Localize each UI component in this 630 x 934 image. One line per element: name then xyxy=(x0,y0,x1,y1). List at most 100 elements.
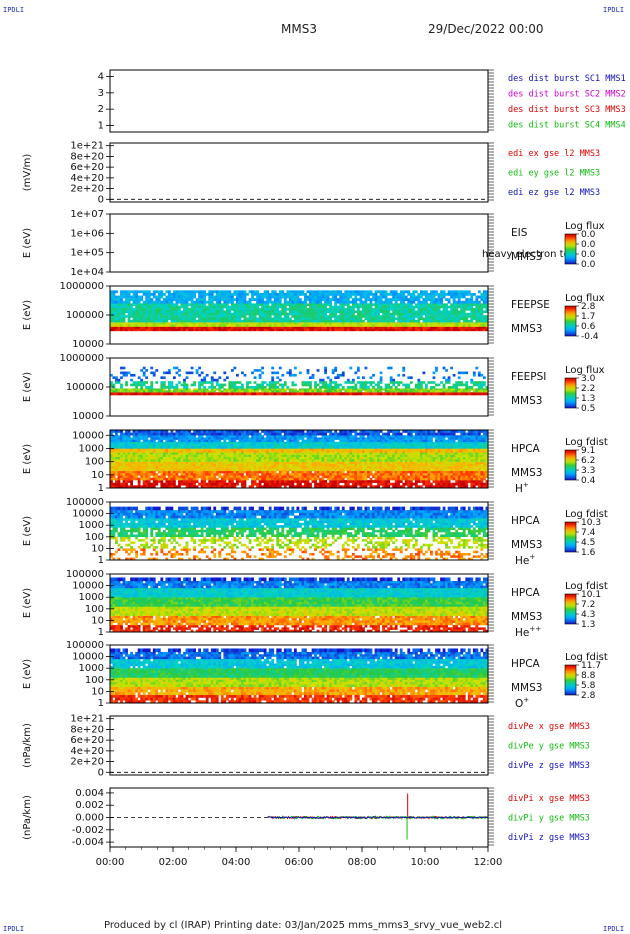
spectrogram-cell xyxy=(362,388,365,391)
spectrogram-cell xyxy=(397,328,401,332)
spectrogram-cell xyxy=(450,466,454,469)
spectrogram-cell xyxy=(278,295,282,299)
spectrogram-cell xyxy=(198,308,202,311)
spectrogram-cell xyxy=(225,324,229,327)
spectrogram-cell xyxy=(417,295,421,299)
spectrogram-cell xyxy=(208,386,212,389)
spectrogram-cell xyxy=(178,373,181,377)
spectrogram-cell xyxy=(286,292,290,296)
spectrogram-cell xyxy=(200,312,204,316)
spectrogram-cell xyxy=(457,473,461,476)
spectrogram-cell xyxy=(145,473,149,476)
spectrogram-cell xyxy=(397,319,401,323)
legend-entry: des dist burst SC4 MMS4 xyxy=(508,120,626,130)
spectrogram-cell xyxy=(339,466,343,469)
spectrogram-cell xyxy=(324,468,328,472)
spectrogram-cell xyxy=(336,468,340,472)
spectrogram-cell xyxy=(162,322,166,325)
spectrogram-cell xyxy=(213,312,217,316)
spectrogram-cell xyxy=(455,386,459,389)
spectrogram-cell xyxy=(125,475,128,478)
spectrogram-cell xyxy=(183,326,186,329)
spectrogram-cell xyxy=(319,386,322,389)
spectrogram-cell xyxy=(480,303,484,306)
spectrogram-cell xyxy=(427,466,431,469)
spectrogram-cell xyxy=(334,326,338,329)
spectrogram-cell xyxy=(140,315,144,318)
spectrogram-cell xyxy=(389,477,393,481)
spectrogram-cell xyxy=(306,312,310,316)
spectrogram-cell xyxy=(230,328,234,332)
spectrogram-cell xyxy=(384,326,388,329)
spectrogram-cell xyxy=(301,312,305,316)
spectrogram-cell xyxy=(382,324,385,327)
spectrogram-cell xyxy=(442,295,446,299)
spectrogram-cell xyxy=(112,475,116,478)
spectrogram-cell xyxy=(301,328,305,332)
spectrogram-cell xyxy=(193,392,196,396)
spectrogram-cell xyxy=(402,317,406,321)
spectrogram-cell xyxy=(175,292,179,296)
spectrogram-cell xyxy=(354,298,358,301)
spectrogram-cell xyxy=(351,300,355,304)
spectrogram-cell xyxy=(331,475,335,478)
spectrogram-cell xyxy=(346,295,350,299)
spectrogram-cell xyxy=(480,322,484,325)
spectrogram-cell xyxy=(233,366,237,370)
spectrogram-cell xyxy=(384,383,388,387)
spectrogram-cell xyxy=(258,303,262,306)
spectrogram-cell xyxy=(283,482,287,486)
spectrogram-cell xyxy=(233,383,237,387)
spectrogram-cell xyxy=(465,303,469,306)
spectrogram-cell xyxy=(367,466,370,469)
spectrogram-cell xyxy=(195,468,199,472)
spectrogram-cell xyxy=(223,485,227,489)
spectrogram-cell xyxy=(359,381,363,384)
spectrogram-cell xyxy=(261,298,265,301)
spectrogram-cell xyxy=(465,485,469,489)
spectrogram-cell xyxy=(238,386,242,389)
spectrogram-cell xyxy=(195,485,199,489)
spectrogram-cell xyxy=(367,326,370,329)
spectrogram-cell xyxy=(457,463,461,467)
spectrogram-cell xyxy=(472,473,476,476)
spectrogram-cell xyxy=(281,480,285,483)
spectrogram-cell xyxy=(455,473,459,476)
spectrogram-cell xyxy=(281,482,285,486)
spectrogram-cell xyxy=(152,295,156,299)
spectrogram-cell xyxy=(414,470,418,474)
spectrogram-cell xyxy=(362,295,365,299)
spectrogram-cell xyxy=(228,292,232,296)
spectrogram-cell xyxy=(122,366,126,370)
spectrogram-cell xyxy=(135,392,139,396)
spectrogram-cell xyxy=(346,386,350,389)
spectrogram-cell xyxy=(110,381,113,384)
spectrogram-cell xyxy=(120,295,123,299)
spectrogram-cell xyxy=(372,373,375,377)
spectrogram-cell xyxy=(409,312,413,316)
spectrogram-cell xyxy=(314,298,317,301)
spectrogram-cell xyxy=(130,319,133,323)
spectrogram-cell xyxy=(452,477,456,481)
spectrogram-cell xyxy=(404,324,408,327)
spectrogram-cell xyxy=(324,312,328,316)
spectrogram-cell xyxy=(230,470,234,474)
spectrogram-cell xyxy=(286,303,290,306)
spectrogram-cell xyxy=(304,292,307,296)
spectrogram-cell xyxy=(447,392,451,396)
spectrogram-cell xyxy=(165,305,169,309)
spectrogram-cell xyxy=(157,322,161,325)
spectrogram-cell xyxy=(455,390,459,393)
spectrogram-cell xyxy=(319,290,322,294)
spectrogram-cell xyxy=(283,315,287,318)
spectrogram-cell xyxy=(170,310,174,314)
spectrogram-cell xyxy=(387,475,391,478)
spectrogram-cell xyxy=(293,473,297,476)
spectrogram-cell xyxy=(435,312,438,316)
spectrogram-cell xyxy=(304,475,307,478)
spectrogram-cell xyxy=(387,308,391,311)
spectrogram-cell xyxy=(125,470,128,474)
spectrogram-cell xyxy=(125,322,128,325)
spectrogram-cell xyxy=(155,295,159,299)
spectrogram-cell xyxy=(457,480,461,483)
